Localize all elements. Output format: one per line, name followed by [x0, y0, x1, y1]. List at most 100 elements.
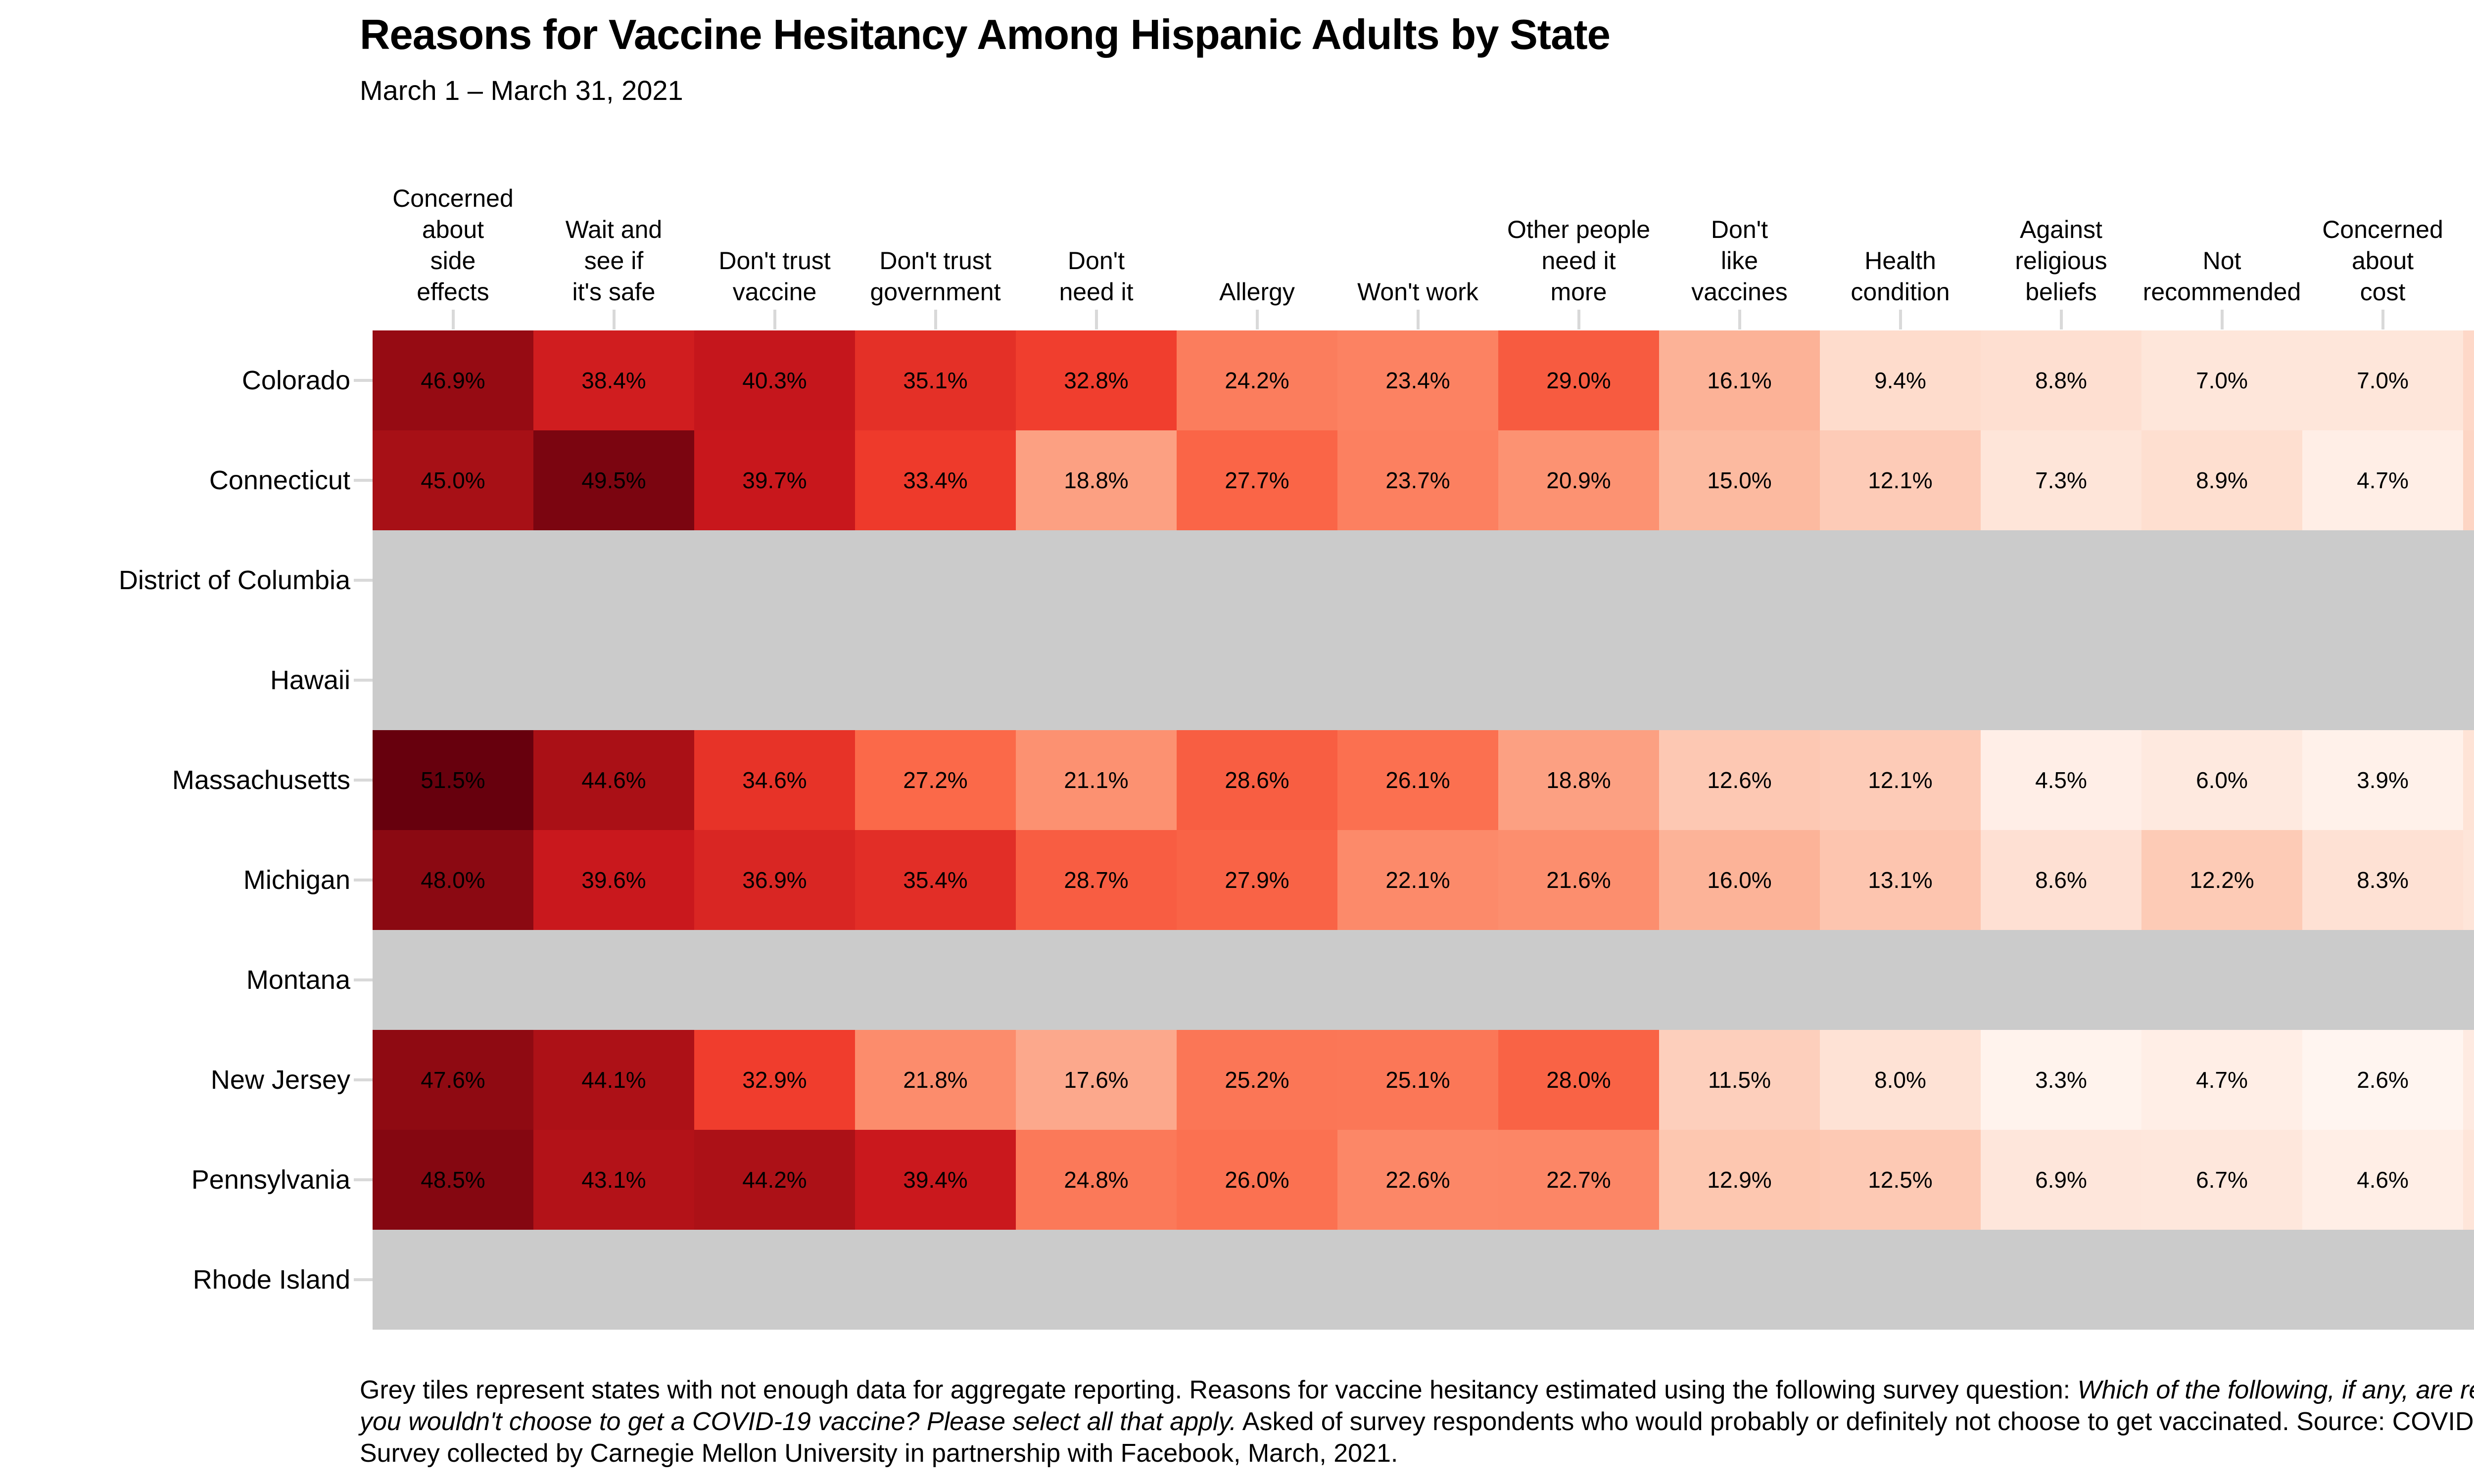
- chart-title: Reasons for Vaccine Hesitancy Among Hisp…: [360, 11, 1611, 58]
- row-label: Pennsylvania: [191, 1165, 350, 1195]
- heatmap-cell: 9.4%: [1820, 330, 1981, 430]
- heatmap-cell: 8.3%: [2302, 830, 2463, 930]
- column-header-line: see if: [584, 247, 644, 275]
- no-data-tile: [373, 930, 2474, 1030]
- heatmap-cell: 10.0%: [2463, 330, 2474, 430]
- heatmap-cell: 48.5%: [373, 1130, 533, 1230]
- column-header-line: need it: [1541, 247, 1616, 275]
- column-header-line: government: [870, 278, 1001, 306]
- column-tick: [1577, 310, 1580, 329]
- column-header-line: vaccine: [732, 278, 817, 306]
- heatmap-cell: 44.2%: [694, 1130, 855, 1230]
- heatmap-cell: 20.9%: [1498, 430, 1659, 530]
- heatmap-cell: 8.0%: [1820, 1030, 1981, 1130]
- heatmap-cell: 7.2%: [2463, 830, 2474, 930]
- column-tick: [612, 310, 616, 329]
- row-label: Colorado: [241, 366, 350, 395]
- heatmap-cell: 22.6%: [1337, 1130, 1498, 1230]
- row-label: Michigan: [243, 865, 350, 895]
- column-header: Health condition: [1820, 153, 1981, 308]
- heatmap-cell: 7.3%: [2463, 1130, 2474, 1230]
- heatmap-cell: 33.4%: [855, 430, 1016, 530]
- column-header-line: Allergy: [1219, 278, 1295, 306]
- heatmap-cell: 24.2%: [1177, 330, 1337, 430]
- row-label: Montana: [246, 965, 350, 995]
- heatmap-cell: 17.6%: [1016, 1030, 1177, 1130]
- column-tick: [1899, 310, 1902, 329]
- column-tick: [773, 310, 776, 329]
- heatmap-cell: 44.1%: [533, 1030, 694, 1130]
- column-header-line: it's safe: [572, 278, 656, 306]
- column-header: Other people need it more: [1498, 153, 1659, 308]
- column-header-line: Won't work: [1357, 278, 1478, 306]
- column-header: Concerned about cost: [2302, 153, 2463, 308]
- heatmap-cell: 12.5%: [1820, 1130, 1981, 1230]
- heatmap-cell: 16.0%: [1659, 830, 1820, 930]
- row-tick: [354, 1078, 373, 1081]
- footnote-lead: Grey tiles represent states with not eno…: [360, 1376, 2078, 1404]
- row-label: Massachusetts: [172, 765, 350, 795]
- column-header: Don't need it: [1016, 153, 1177, 308]
- row-tick: [354, 479, 373, 482]
- column-header: Won't work: [1337, 153, 1498, 308]
- column-header: Allergy: [1177, 153, 1337, 308]
- row-label: Connecticut: [209, 465, 350, 495]
- column-header: Pregnancy: [2463, 153, 2474, 308]
- heatmap-cell: 24.8%: [1016, 1130, 1177, 1230]
- heatmap-cell: 18.8%: [1016, 430, 1177, 530]
- column-header-line: Wait and: [565, 216, 663, 243]
- heatmap-cell: 21.1%: [1016, 730, 1177, 830]
- heatmap-cell: 7.0%: [2141, 330, 2302, 430]
- heatmap-cell: 51.5%: [373, 730, 533, 830]
- heatmap-cell: 35.1%: [855, 330, 1016, 430]
- heatmap-cell: 7.8%: [2463, 730, 2474, 830]
- heatmap-cell: 29.0%: [1498, 330, 1659, 430]
- heatmap-cell: 12.9%: [1659, 1130, 1820, 1230]
- heatmap-cell: 10.5%: [2463, 430, 2474, 530]
- no-data-tile: [373, 630, 2474, 730]
- heatmap-cell: 35.4%: [855, 830, 1016, 930]
- heatmap-cell: 34.6%: [694, 730, 855, 830]
- heatmap-cell: 36.9%: [694, 830, 855, 930]
- heatmap-cell: 2.6%: [2302, 1030, 2463, 1130]
- heatmap-cell: 25.1%: [1337, 1030, 1498, 1130]
- column-header-line: more: [1550, 278, 1607, 306]
- heatmap-cell: 25.2%: [1177, 1030, 1337, 1130]
- column-tick: [1094, 310, 1098, 329]
- column-tick: [2220, 310, 2224, 329]
- column-tick: [2381, 310, 2384, 329]
- no-data-tile: [373, 1230, 2474, 1330]
- heatmap-cell: 27.7%: [1177, 430, 1337, 530]
- column-header-line: need it: [1059, 278, 1134, 306]
- column-header-line: Against: [2020, 216, 2102, 243]
- heatmap-cell: 6.0%: [2141, 730, 2302, 830]
- heatmap-cell: 12.2%: [2141, 830, 2302, 930]
- row-label: Rhode Island: [192, 1265, 350, 1295]
- row-tick: [354, 679, 373, 682]
- heatmap-cell: 28.0%: [1498, 1030, 1659, 1130]
- heatmap-cell: 32.9%: [694, 1030, 855, 1130]
- row-tick: [354, 1178, 373, 1181]
- column-header: Concerned about side effects: [373, 153, 533, 308]
- heatmap-cell: 13.1%: [1820, 830, 1981, 930]
- heatmap-cell: 18.8%: [1498, 730, 1659, 830]
- column-header-line: Concerned: [392, 185, 514, 212]
- column-tick: [451, 310, 455, 329]
- row-tick: [354, 579, 373, 582]
- row-tick: [354, 978, 373, 981]
- column-header-line: Concerned: [2322, 216, 2443, 243]
- heatmap-cell: 38.4%: [533, 330, 694, 430]
- heatmap-cell: 48.0%: [373, 830, 533, 930]
- column-tick: [1738, 310, 1741, 329]
- column-tick: [1255, 310, 1259, 329]
- heatmap-cell: 12.1%: [1820, 730, 1981, 830]
- heatmap-cell: 5.7%: [2463, 1030, 2474, 1130]
- row-tick: [354, 379, 373, 382]
- column-header-line: about: [2351, 247, 2414, 275]
- heatmap-cell: 4.6%: [2302, 1130, 2463, 1230]
- heatmap-cell: 21.8%: [855, 1030, 1016, 1130]
- footnote: Grey tiles represent states with not eno…: [360, 1374, 2474, 1469]
- row-tick: [354, 779, 373, 782]
- heatmap-cell: 21.6%: [1498, 830, 1659, 930]
- heatmap-cell: 49.5%: [533, 430, 694, 530]
